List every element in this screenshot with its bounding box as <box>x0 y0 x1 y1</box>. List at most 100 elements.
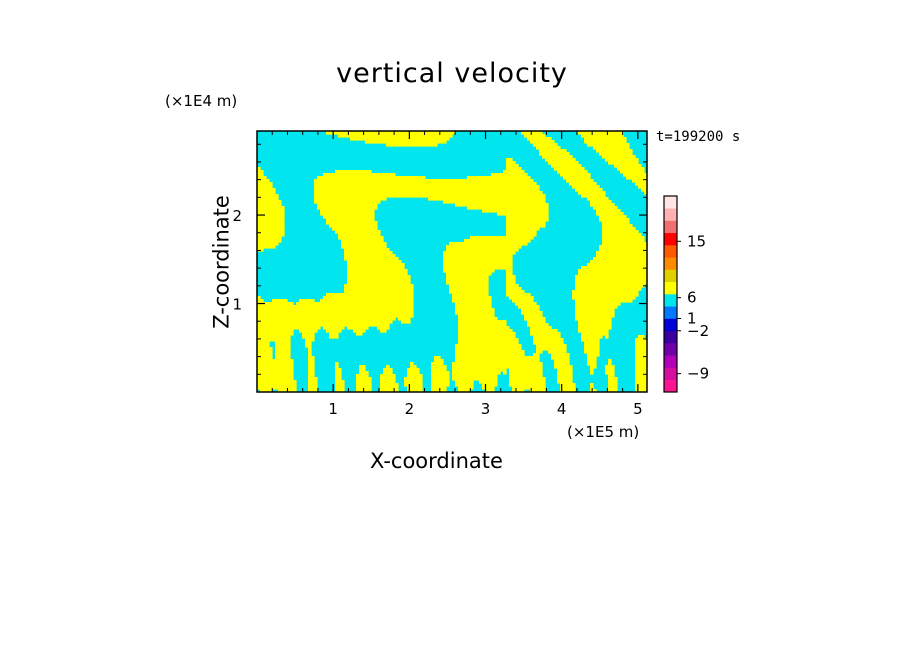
positive-region <box>539 149 567 153</box>
positive-region <box>356 374 369 378</box>
positive-region <box>530 140 555 144</box>
colorbar-swatch <box>664 220 677 234</box>
positive-region <box>455 308 495 312</box>
positive-region <box>635 341 647 345</box>
positive-region <box>602 230 639 234</box>
positive-region <box>344 254 396 258</box>
positive-region <box>344 257 399 261</box>
positive-region <box>443 257 513 261</box>
positive-region <box>257 308 414 312</box>
positive-region <box>452 371 501 375</box>
colorbar-label: −9 <box>687 365 709 383</box>
positive-region <box>572 185 600 189</box>
positive-region <box>443 260 513 264</box>
positive-region <box>458 341 519 345</box>
positive-region <box>344 287 414 291</box>
positive-region <box>452 368 507 372</box>
positive-region <box>455 203 549 207</box>
positive-region <box>635 353 647 357</box>
positive-region <box>572 290 639 294</box>
positive-region <box>257 338 291 342</box>
positive-region <box>458 335 516 339</box>
positive-region <box>524 317 546 321</box>
colorbar-swatch <box>664 306 677 319</box>
positive-region <box>599 215 627 219</box>
positive-region <box>257 212 285 216</box>
positive-region <box>581 332 609 336</box>
positive-region <box>431 368 447 372</box>
positive-region <box>635 371 647 375</box>
positive-region <box>524 314 543 318</box>
positive-region <box>308 371 315 375</box>
positive-region <box>560 173 591 177</box>
positive-region <box>257 176 267 180</box>
positive-region <box>323 326 345 330</box>
positive-region <box>587 356 597 360</box>
positive-region <box>314 194 546 198</box>
positive-region <box>323 296 414 300</box>
x-tick-label: 2 <box>405 400 415 418</box>
positive-region <box>554 362 570 366</box>
positive-region <box>260 389 273 392</box>
positive-region <box>524 134 546 138</box>
positive-region <box>512 299 534 303</box>
positive-region <box>305 344 312 348</box>
positive-region <box>314 200 381 204</box>
positive-region <box>521 311 543 315</box>
velocity-field <box>257 131 647 392</box>
positive-region <box>359 371 369 375</box>
positive-region <box>257 188 276 192</box>
positive-region <box>635 347 647 351</box>
colorbar-label: 6 <box>687 289 697 307</box>
positive-region <box>455 359 540 363</box>
positive-region <box>575 284 645 288</box>
positive-region <box>590 386 594 390</box>
positive-region <box>356 380 372 384</box>
positive-region <box>257 305 414 309</box>
positive-region <box>257 350 273 354</box>
positive-region <box>533 335 561 339</box>
positive-region <box>323 215 375 219</box>
chart-title: vertical velocity <box>336 58 568 89</box>
positive-region <box>257 296 261 300</box>
positive-region <box>578 326 612 330</box>
colorbar-swatch <box>664 379 677 393</box>
positive-region <box>605 368 615 372</box>
positive-region <box>584 350 600 354</box>
positive-region <box>482 386 495 390</box>
x-tick-label: 5 <box>633 400 643 418</box>
positive-region <box>593 257 647 261</box>
positive-region <box>506 284 519 288</box>
positive-region <box>398 317 411 321</box>
positive-region <box>347 326 369 330</box>
positive-region <box>458 323 507 327</box>
positive-region <box>506 224 546 228</box>
positive-region <box>482 209 549 213</box>
positive-region <box>326 218 375 222</box>
positive-region <box>257 242 279 246</box>
y-tick-label: 2 <box>232 207 242 225</box>
positive-region <box>608 374 615 378</box>
positive-region <box>527 137 552 141</box>
positive-region <box>581 338 600 342</box>
positive-region <box>407 389 423 392</box>
positive-region <box>581 335 603 339</box>
positive-region <box>344 284 414 288</box>
positive-region <box>506 275 516 279</box>
positive-region <box>590 383 594 387</box>
time-label: t=199200 s <box>656 129 741 145</box>
positive-region <box>605 335 609 339</box>
positive-region <box>518 305 540 309</box>
positive-region <box>578 320 612 324</box>
positive-region <box>635 389 647 392</box>
positive-region <box>314 185 540 189</box>
positive-region <box>257 371 294 375</box>
positive-region <box>332 227 378 231</box>
positive-region <box>257 248 264 252</box>
colorbar-swatch <box>664 269 677 283</box>
positive-region <box>257 224 285 228</box>
colorbar-label: 1 <box>687 310 697 328</box>
positive-region <box>359 368 366 372</box>
positive-region <box>257 191 276 195</box>
positive-region <box>467 176 531 180</box>
